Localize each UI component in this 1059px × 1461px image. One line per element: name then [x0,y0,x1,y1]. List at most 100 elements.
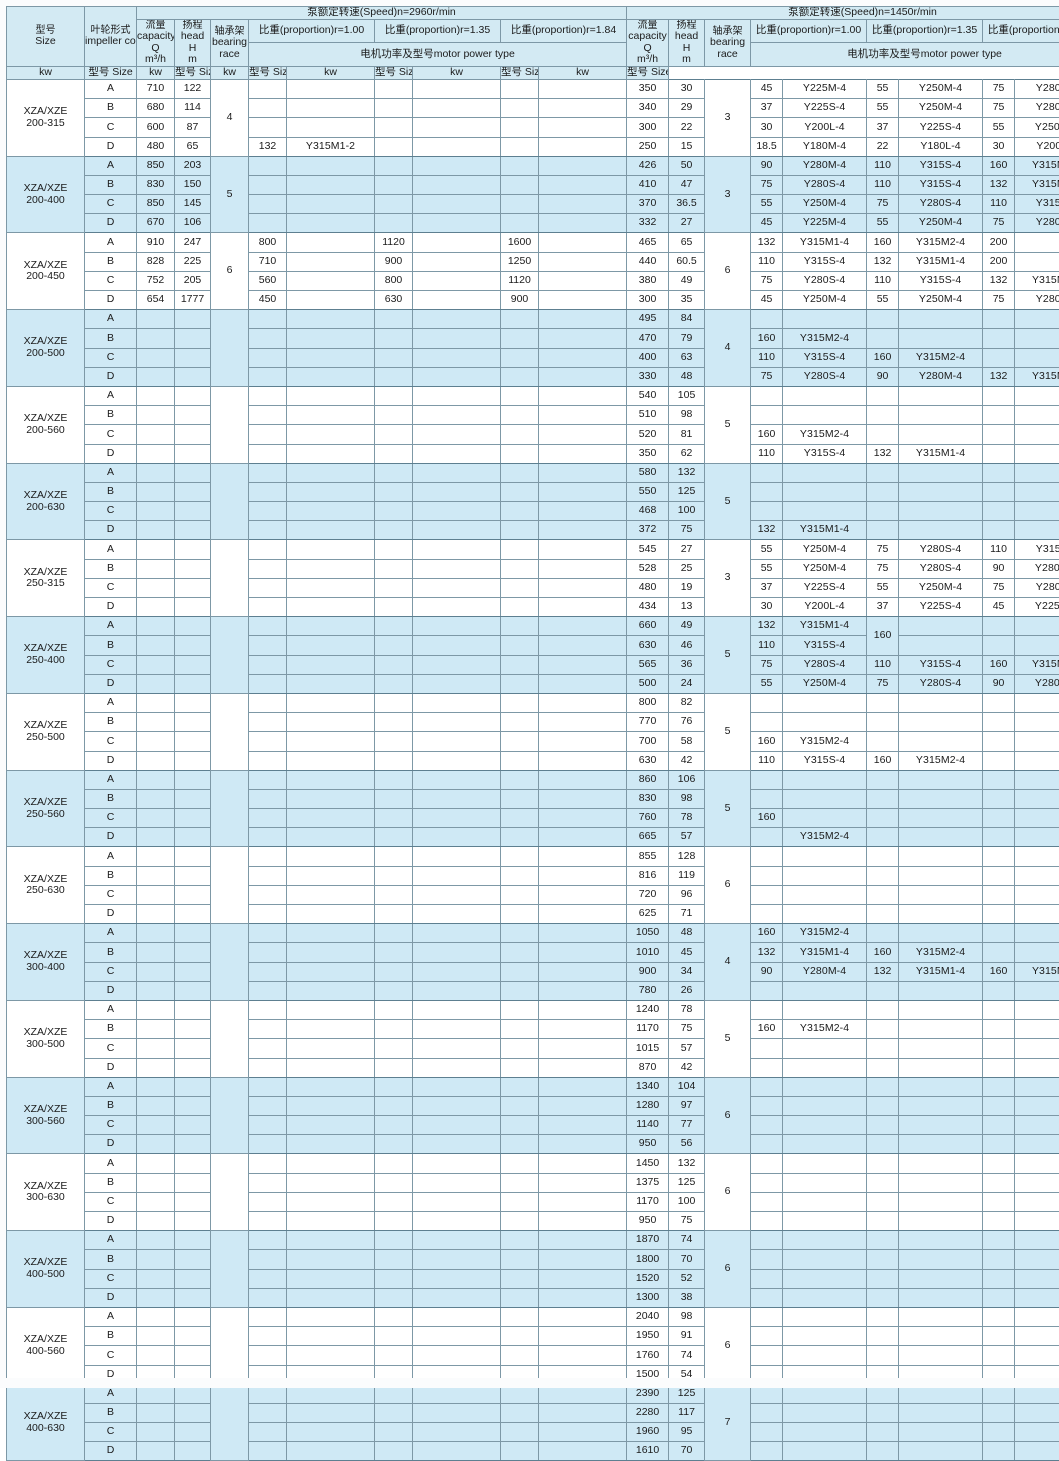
bearing-race-left-cell [211,770,249,847]
capacity-left-cell [137,1077,175,1096]
proportion-100-right: 比重(proportion)r=1.00 [751,19,867,43]
kw-right-r184-cell [983,386,1015,405]
capacity-left-cell [137,1020,175,1039]
model-right-r100-cell: Y315S-4 [783,751,867,770]
model-right-r184-cell [1015,1423,1059,1442]
head-left-cell [175,1020,211,1039]
kw-left-r100-cell [249,828,287,847]
model-left-r135-cell [413,1346,501,1365]
kw-left-r100-cell [249,79,287,98]
model-right-r135-cell [899,885,983,904]
capacity-right-cell: 426 [627,156,669,175]
model-left-r135-cell [413,828,501,847]
model-right-r135-cell: Y315S-4 [899,175,983,194]
kw-right-r184-cell [983,1077,1015,1096]
impeller-code-cell: D [85,828,137,847]
kw-right-r184-cell: 45 [983,598,1015,617]
model-right-r184-cell [1015,1231,1059,1250]
kw-left-r100-cell [249,809,287,828]
model-right-r184-cell [1015,1154,1059,1173]
kw-right-r184-cell [983,693,1015,712]
model-left-r135-cell [413,521,501,540]
model-right-r184-cell: Y315M2-4 [1015,655,1059,674]
head-right-cell: 22 [669,118,705,137]
head-left-cell [175,655,211,674]
impeller-code-cell: D [85,291,137,310]
model-right-r135-cell [899,828,983,847]
kw-left-r184-cell [501,1231,539,1250]
head-unit-right: m [669,54,704,66]
model-right-r100-cell [783,1039,867,1058]
capacity-left-cell [137,713,175,732]
capacity-right-cell: 350 [627,444,669,463]
impeller-code-cell: A [85,1000,137,1019]
model-left-r135-cell [413,252,501,271]
model-right-r135-cell [899,482,983,501]
head-right-cell: 105 [669,386,705,405]
size-line-2: 400-630 [7,1423,84,1435]
motor-power-type-left: 电机功率及型号motor power type [249,43,627,67]
model-left-r100-cell [287,828,375,847]
kw-left-r184-cell [501,195,539,214]
bearing-race-right-cell: 5 [705,770,751,847]
impeller-code-cell: B [85,1403,137,1422]
impeller-code-cell: A [85,156,137,175]
kw-right-r135-cell: 75 [867,559,899,578]
size-line-2: 200-400 [7,195,84,207]
bearing-race-left-cell: 4 [211,79,249,156]
kw-right-r184-cell [983,463,1015,482]
head-right-cell: 65 [669,233,705,252]
model-left-r135-cell [413,406,501,425]
capacity-right-cell: 625 [627,905,669,924]
kw-left-r100-cell [249,1423,287,1442]
kw-right-r100-cell [751,885,783,904]
head-left-cell [175,617,211,636]
impeller-code-cell: D [85,1288,137,1307]
kw-right-r184-cell: 200 [983,252,1015,271]
capacity-unit-left: m³/h [137,54,174,66]
model-left-r100-cell [287,1307,375,1326]
model-left-r135-cell [413,847,501,866]
capacity-right-cell: 300 [627,291,669,310]
model-right-r135-cell [899,1077,983,1096]
model-right-r100-cell [783,1442,867,1461]
sub-col-kw-l2: kw [137,67,175,80]
model-left-r100-cell [287,1269,375,1288]
model-right-r135-cell: Y280S-4 [899,195,983,214]
kw-right-r135-cell [867,866,899,885]
model-right-r135-cell [899,693,983,712]
kw-left-r184-cell [501,137,539,156]
head-right-cell: 27 [669,540,705,559]
kw-left-r100-cell [249,1154,287,1173]
kw-right-r100-cell [751,1346,783,1365]
kw-left-r135-cell [375,789,413,808]
capacity-right-cell: 1300 [627,1288,669,1307]
model-right-r100-cell [783,809,867,828]
capacity-left-cell [137,1442,175,1461]
kw-right-r100-cell [751,789,783,808]
model-right-r184-cell [1015,463,1059,482]
model-left-r100-cell [287,310,375,329]
model-left-r184-cell [539,866,627,885]
kw-left-r135-cell [375,118,413,137]
head-left-cell [175,732,211,751]
head-left-cell [175,367,211,386]
kw-right-r100-cell [751,828,783,847]
kw-left-r100-cell [249,770,287,789]
kw-left-r135-cell [375,905,413,924]
model-right-r184-cell [1015,1250,1059,1269]
capacity-left-cell [137,540,175,559]
capacity-right-cell: 1520 [627,1269,669,1288]
kw-right-r135-cell [867,1135,899,1154]
kw-right-r135-cell: 55 [867,99,899,118]
model-right-r100-cell [783,463,867,482]
model-left-r135-cell [413,156,501,175]
